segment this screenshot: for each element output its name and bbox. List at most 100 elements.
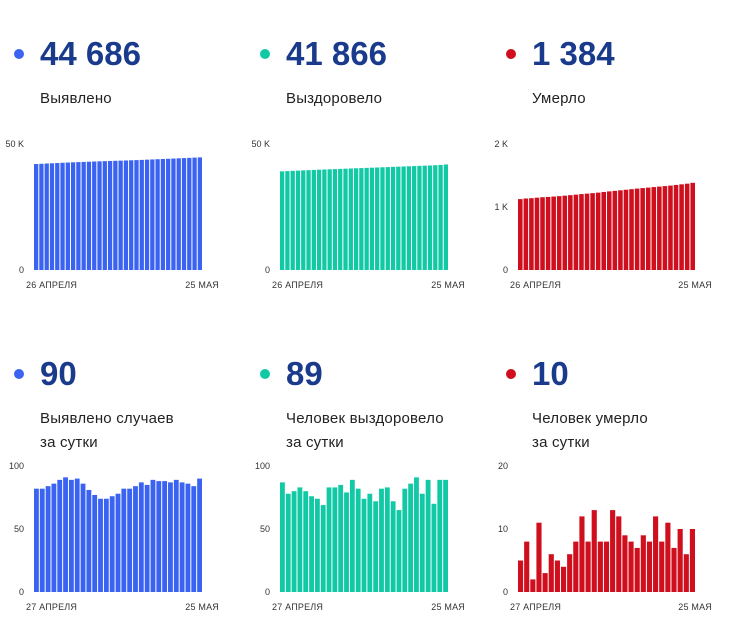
bar: [524, 541, 530, 592]
y-tick-label: 50 K: [5, 139, 24, 149]
stat-label: Умерло: [532, 87, 586, 111]
bar: [280, 171, 285, 270]
x-end-label: 25 МАЯ: [185, 280, 219, 290]
stat-panel-daily-recovered: 89 Человек выздоровело за сутки 0 50 100 27 АП…: [246, 320, 486, 630]
bar: [595, 192, 601, 270]
bar: [338, 168, 343, 270]
bar: [191, 486, 197, 592]
bar: [113, 160, 118, 270]
y-tick-label: 50 K: [251, 139, 270, 149]
bar: [133, 486, 138, 592]
legend-dot-icon: [506, 49, 516, 59]
bar: [659, 541, 665, 592]
bar: [396, 510, 402, 592]
bar: [408, 483, 414, 592]
bar: [74, 478, 80, 592]
bar: [616, 516, 622, 592]
x-end-label: 25 МАЯ: [431, 602, 465, 612]
y-tick-label: 50: [14, 524, 24, 534]
bar: [414, 477, 419, 592]
bar: [373, 501, 379, 592]
bar: [629, 189, 634, 270]
stat-label-line: за сутки: [286, 434, 344, 451]
bar: [417, 165, 422, 270]
bar: [65, 162, 70, 270]
bar: [671, 547, 677, 592]
bar: [290, 170, 295, 270]
bar: [431, 503, 437, 592]
stat-label-line: за сутки: [40, 434, 98, 451]
bar: [39, 163, 44, 270]
bar: [314, 498, 320, 592]
bar-chart: 0 10 20 27 АПРЕЛЯ 25 МАЯ: [498, 461, 712, 612]
stat-panel-daily-cases: 90 Выявлено случаев за сутки 0 50 100 27 АПРЕЛ…: [0, 320, 240, 630]
bar: [322, 169, 327, 270]
stat-label-line: Умерло: [532, 90, 586, 107]
bar: [291, 491, 297, 592]
bar: [138, 482, 144, 592]
bar: [673, 184, 679, 270]
bar: [618, 190, 623, 270]
bar: [548, 554, 554, 592]
bar: [380, 167, 385, 270]
bar: [338, 484, 344, 592]
stat-value: 10: [532, 355, 569, 392]
bar: [197, 157, 202, 270]
bar: [150, 159, 155, 270]
bar-chart: 0 50 100 27 АПРЕЛЯ 25 МАЯ: [255, 461, 465, 612]
bar: [121, 488, 127, 592]
bar: [540, 197, 545, 270]
bar: [551, 196, 556, 270]
y-tick-label: 0: [19, 265, 24, 275]
y-tick-label: 100: [9, 461, 24, 471]
bar: [369, 167, 375, 270]
bar: [134, 160, 139, 270]
stat-label: Выявлено случаев за сутки: [40, 407, 174, 455]
bar: [433, 165, 438, 270]
bar: [309, 496, 314, 592]
stat-label: Человек умерло за сутки: [532, 407, 648, 455]
bar: [92, 494, 98, 592]
bar: [591, 510, 597, 592]
bar: [634, 547, 640, 592]
bar: [166, 158, 171, 270]
bar: [171, 158, 176, 270]
bar: [556, 196, 562, 270]
bar: [102, 161, 107, 270]
bar: [634, 188, 640, 270]
stat-label-line: Выявлено случаев: [40, 410, 174, 427]
bar: [316, 169, 322, 270]
bar: [55, 163, 60, 270]
bar: [640, 535, 646, 592]
bar: [343, 168, 348, 270]
bar: [303, 491, 309, 592]
bar: [70, 162, 76, 270]
bar: [542, 573, 548, 592]
bar: [690, 182, 695, 270]
bar: [653, 516, 659, 592]
bar: [139, 159, 144, 270]
bar: [640, 188, 645, 270]
bar: [353, 168, 359, 270]
bar: [280, 482, 285, 592]
bar: [129, 160, 134, 270]
bar: [529, 198, 534, 270]
stat-value: 41 866: [286, 35, 387, 72]
bar: [662, 186, 668, 270]
bar: [401, 166, 406, 270]
stat-label-line: Человек умерло: [532, 410, 648, 427]
bar: [379, 488, 384, 592]
x-start-label: 27 АПРЕЛЯ: [26, 602, 77, 612]
bar: [80, 483, 86, 592]
bar: [689, 529, 695, 592]
stat-value: 89: [286, 355, 323, 392]
bar: [427, 165, 433, 270]
bar: [523, 198, 529, 270]
stat-panel-daily-deaths: 10 Человек умерло за сутки 0 10 20 27 АПРЕЛЯ 25…: [492, 320, 729, 630]
bar: [536, 522, 542, 592]
bar: [665, 522, 671, 592]
bar: [412, 166, 417, 270]
y-tick-label: 0: [265, 265, 270, 275]
bar: [560, 566, 567, 592]
bar: [584, 193, 590, 270]
